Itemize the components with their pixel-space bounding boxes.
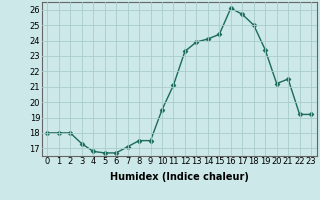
X-axis label: Humidex (Indice chaleur): Humidex (Indice chaleur) (110, 172, 249, 182)
